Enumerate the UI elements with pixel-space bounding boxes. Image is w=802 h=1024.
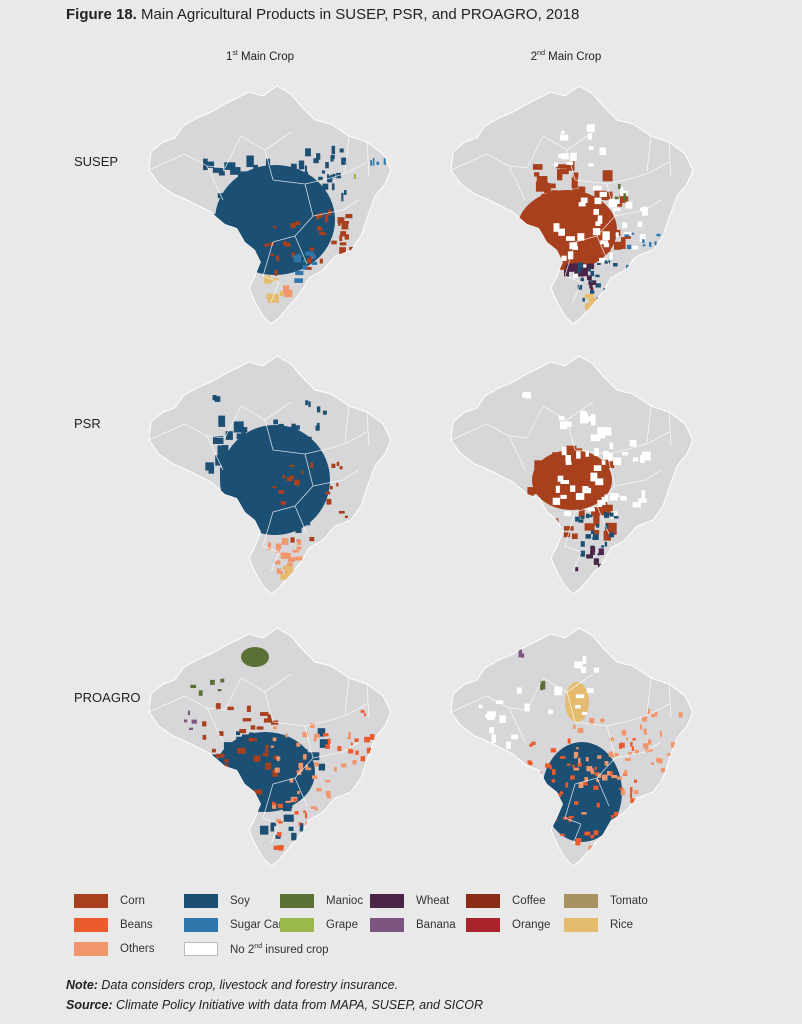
figure-title: Figure 18. Main Agricultural Products in… xyxy=(66,6,579,23)
legend-item: Rice xyxy=(564,916,633,934)
legend-label: Orange xyxy=(512,919,551,931)
map-susep-1st xyxy=(148,85,392,325)
legend-item: Banana xyxy=(370,916,456,934)
column-header-1: 1st Main Crop xyxy=(225,50,295,63)
legend-label: Others xyxy=(120,943,155,955)
legend-swatch xyxy=(74,894,108,908)
legend-label: No 2nd insured crop xyxy=(230,942,329,956)
figure-number: Figure 18. xyxy=(66,6,137,23)
state-borders xyxy=(148,673,370,845)
legend-swatch xyxy=(466,894,500,908)
legend-item: Orange xyxy=(466,916,550,934)
legend-item: Others xyxy=(74,940,155,958)
legend-item: Manioc xyxy=(280,892,363,910)
legend: Corn Soy Manioc Wheat Coffee Tomato Beans Sugar… xyxy=(74,892,714,962)
legend-swatch xyxy=(74,942,108,956)
legend-item: No 2nd insured crop xyxy=(184,940,329,958)
legend-swatch xyxy=(280,918,314,932)
legend-item: Grape xyxy=(280,916,358,934)
map-psr-1st xyxy=(148,355,392,595)
legend-label: Sugar Cane xyxy=(230,919,292,931)
legend-item: Corn xyxy=(74,892,145,910)
state-borders xyxy=(450,131,672,303)
column-header-2: 2nd Main Crop xyxy=(530,50,602,63)
row-label-susep: SUSEP xyxy=(74,154,119,169)
legend-swatch xyxy=(184,894,218,908)
legend-label: Tomato xyxy=(610,895,648,907)
row-label-psr: PSR xyxy=(74,416,101,431)
state-borders xyxy=(148,401,370,573)
row-label-proagro: PROAGRO xyxy=(74,690,141,705)
legend-item: Beans xyxy=(74,916,153,934)
legend-swatch xyxy=(564,894,598,908)
legend-swatch xyxy=(466,918,500,932)
legend-swatch xyxy=(280,894,314,908)
legend-label: Beans xyxy=(120,919,153,931)
legend-swatch xyxy=(370,894,404,908)
legend-label: Grape xyxy=(326,919,358,931)
map-psr-2nd xyxy=(450,355,694,595)
legend-item: Sugar Cane xyxy=(184,916,291,934)
map-proagro-2nd xyxy=(450,627,694,867)
legend-label: Soy xyxy=(230,895,250,907)
legend-item: Coffee xyxy=(466,892,546,910)
map-proagro-1st xyxy=(148,627,392,867)
legend-label: Wheat xyxy=(416,895,450,907)
state-borders xyxy=(450,673,672,845)
legend-item: Wheat xyxy=(370,892,449,910)
legend-label: Banana xyxy=(416,919,456,931)
figure-title-text: Main Agricultural Products in SUSEP, PSR… xyxy=(141,6,580,23)
legend-swatch xyxy=(74,918,108,932)
source: Source: Climate Policy Initiative with d… xyxy=(66,998,484,1012)
state-borders xyxy=(450,401,672,573)
legend-swatch xyxy=(370,918,404,932)
note: Note: Data considers crop, livestock and… xyxy=(66,978,399,992)
legend-swatch xyxy=(184,918,218,932)
state-borders xyxy=(148,131,370,303)
legend-item: Tomato xyxy=(564,892,648,910)
legend-label: Rice xyxy=(610,919,634,931)
legend-label: Manioc xyxy=(326,895,364,907)
map-susep-2nd xyxy=(450,85,694,325)
legend-label: Corn xyxy=(120,895,145,907)
legend-swatch xyxy=(564,918,598,932)
legend-label: Coffee xyxy=(512,895,546,907)
legend-swatch xyxy=(184,942,218,956)
legend-item: Soy xyxy=(184,892,250,910)
